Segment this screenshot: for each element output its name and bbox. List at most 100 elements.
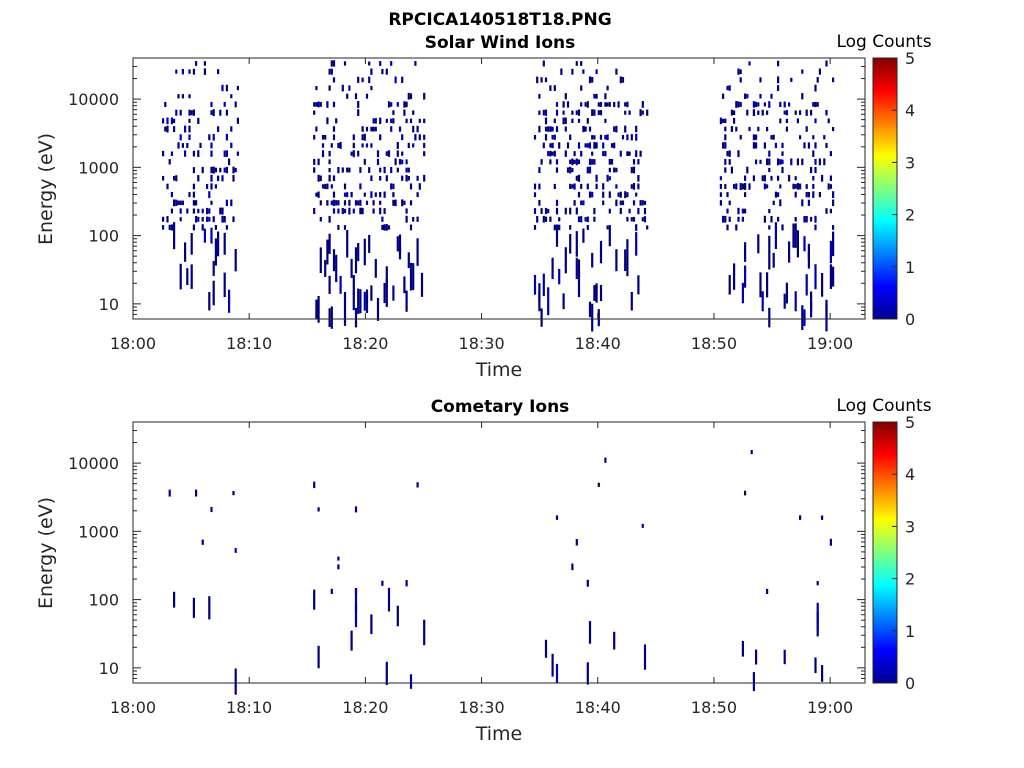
heatmap-cell (602, 142, 605, 149)
heatmap-cell (799, 135, 802, 140)
heatmap-cell (214, 225, 217, 230)
heatmap-cell (777, 192, 780, 197)
heatmap-cell (626, 101, 629, 108)
heatmap-cell (748, 61, 751, 66)
heatmap-cell (540, 159, 543, 165)
heatmap-cell (597, 102, 600, 107)
heatmap-cell (763, 215, 766, 223)
heatmap-cell (337, 200, 340, 206)
heatmap-cell (643, 216, 647, 223)
x-tick-label: 19:00 (807, 698, 853, 717)
heatmap-cell (230, 142, 233, 149)
heatmap-cell (370, 86, 373, 91)
heatmap-cell (593, 109, 596, 116)
heatmap-cell (379, 207, 382, 215)
heatmap-cell (533, 274, 537, 295)
heatmap-cell (829, 175, 832, 181)
heatmap-cell (821, 174, 824, 182)
heatmap-cell (352, 292, 355, 311)
heatmap-cell (562, 110, 565, 115)
heatmap-cell (555, 515, 559, 520)
heatmap-cell (533, 135, 537, 140)
heatmap-cell (805, 192, 808, 198)
heatmap-cell (321, 150, 325, 158)
heatmap-cell (774, 191, 777, 198)
heatmap-cell (177, 94, 180, 99)
heatmap-cell (330, 200, 333, 206)
heatmap-cell (324, 135, 327, 140)
heatmap-cell (562, 293, 565, 310)
heatmap-cell (584, 126, 587, 132)
heatmap-cell (575, 539, 578, 546)
heatmap-cell (741, 216, 744, 222)
heatmap-cell (190, 110, 193, 116)
heatmap-cell (555, 167, 559, 173)
heatmap-cell (588, 158, 592, 165)
heatmap-cell (586, 183, 589, 190)
heatmap-cell (602, 200, 605, 206)
heatmap-cell (759, 77, 762, 83)
heatmap-cell (219, 207, 222, 215)
heatmap-cell (538, 93, 541, 99)
heatmap-cell (553, 85, 556, 91)
heatmap-cell (781, 142, 784, 148)
heatmap-cell (321, 143, 325, 148)
heatmap-cell (621, 135, 625, 140)
heatmap-cell (533, 208, 537, 214)
heatmap-cell (832, 266, 835, 287)
heatmap-cell (315, 192, 318, 197)
heatmap-cell (617, 192, 620, 197)
heatmap-cell (230, 94, 233, 99)
heatmap-cell (162, 150, 165, 157)
x-axis-label: Time (475, 723, 523, 745)
heatmap-cell (197, 175, 200, 182)
heatmap-cell (223, 150, 226, 157)
heatmap-cell (396, 605, 399, 627)
heatmap-cell (201, 208, 204, 214)
heatmap-cell (175, 69, 178, 74)
heatmap-cell (232, 491, 235, 496)
heatmap-cell (401, 199, 404, 207)
heatmap-cell (632, 200, 636, 206)
heatmap-cell (544, 77, 548, 83)
heatmap-cell (357, 101, 360, 108)
heatmap-cell (763, 142, 766, 149)
heatmap-cell (551, 653, 554, 677)
heatmap-cell (553, 150, 556, 157)
heatmap-cell (635, 224, 638, 231)
y-tick-label: 1000 (78, 522, 119, 541)
heatmap-cell (230, 126, 233, 132)
heatmap-cell (608, 102, 611, 107)
heatmap-cell (755, 101, 758, 108)
x-axis-label: Time (475, 359, 523, 381)
heatmap-cell (794, 291, 797, 312)
heatmap-cell (423, 619, 426, 646)
colorbar-tick-label: 4 (905, 465, 915, 484)
heatmap-cell (646, 109, 649, 116)
heatmap-cell (558, 224, 561, 231)
heatmap-cell (374, 118, 377, 124)
heatmap-cell (770, 175, 773, 181)
heatmap-cell (372, 118, 375, 124)
heatmap-cell (210, 227, 213, 244)
heatmap-cell (405, 159, 408, 165)
heatmap-cell (744, 93, 747, 99)
heatmap-cell (588, 166, 592, 174)
heatmap-cell (547, 126, 550, 132)
heatmap-cell (192, 208, 195, 214)
heatmap-cell (744, 183, 747, 190)
heatmap-cell (210, 166, 213, 174)
heatmap-cell (805, 274, 808, 296)
heatmap-cell (173, 118, 176, 123)
heatmap-cell (330, 143, 333, 148)
heatmap-cell (379, 134, 382, 141)
heatmap-cell (361, 143, 364, 148)
heatmap-cell (357, 243, 360, 262)
heatmap-cell (805, 216, 808, 223)
heatmap-cell (816, 602, 819, 630)
heatmap-cell (621, 200, 625, 206)
heatmap-cell (181, 94, 184, 99)
heatmap-cell (624, 102, 627, 107)
heatmap-cell (544, 639, 548, 658)
heatmap-cell (615, 167, 618, 173)
